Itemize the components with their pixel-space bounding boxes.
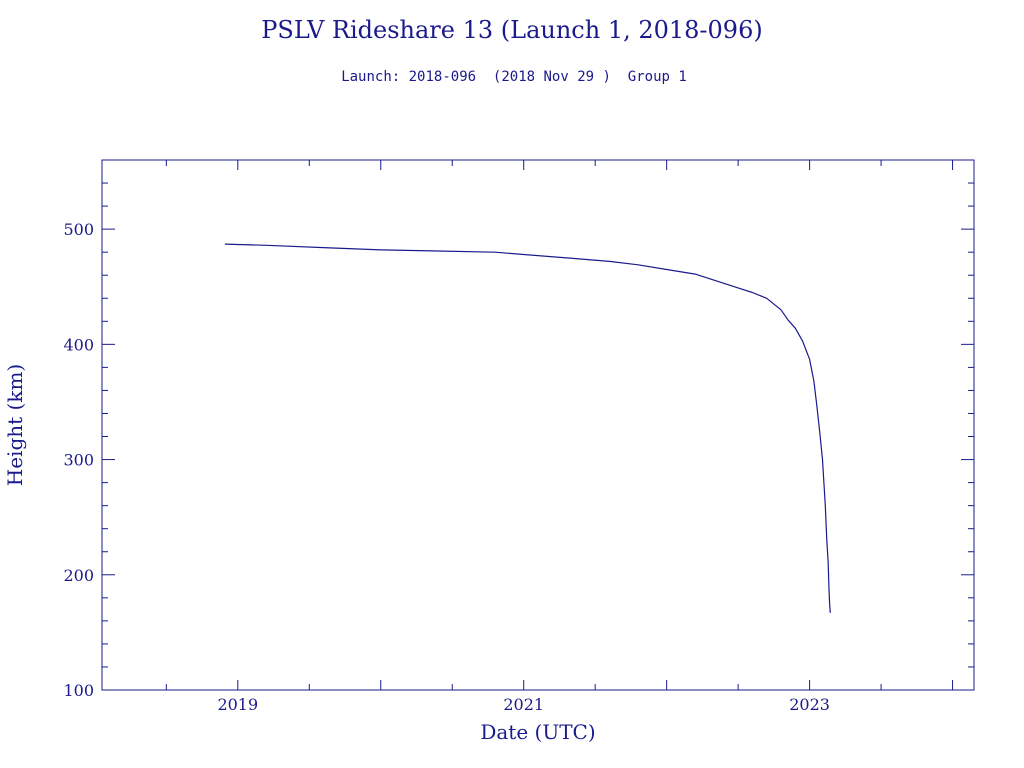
chart-title: PSLV Rideshare 13 (Launch 1, 2018-096) [261,16,762,44]
axis-tick-labels: 100 200 300 400 500 2019 2021 2023 [63,220,830,714]
y-tick-label: 500 [63,220,94,239]
y-tick-label: 200 [63,566,94,585]
x-tick-label: 2019 [217,695,258,714]
x-tick-label: 2023 [789,695,830,714]
chart-subtitle: Launch: 2018-096 (2018 Nov 29 ) Group 1 [341,69,687,85]
y-tick-label: 300 [63,451,94,470]
y-tick-label: 400 [63,335,94,354]
x-axis-label: Date (UTC) [480,720,595,744]
y-tick-label: 100 [63,681,94,700]
y-axis-label: Height (km) [3,364,27,486]
x-tick-label: 2021 [503,695,544,714]
series-line [224,243,831,613]
plot-frame [101,159,975,691]
axis-ticks [102,159,974,691]
series-layer [224,243,831,613]
